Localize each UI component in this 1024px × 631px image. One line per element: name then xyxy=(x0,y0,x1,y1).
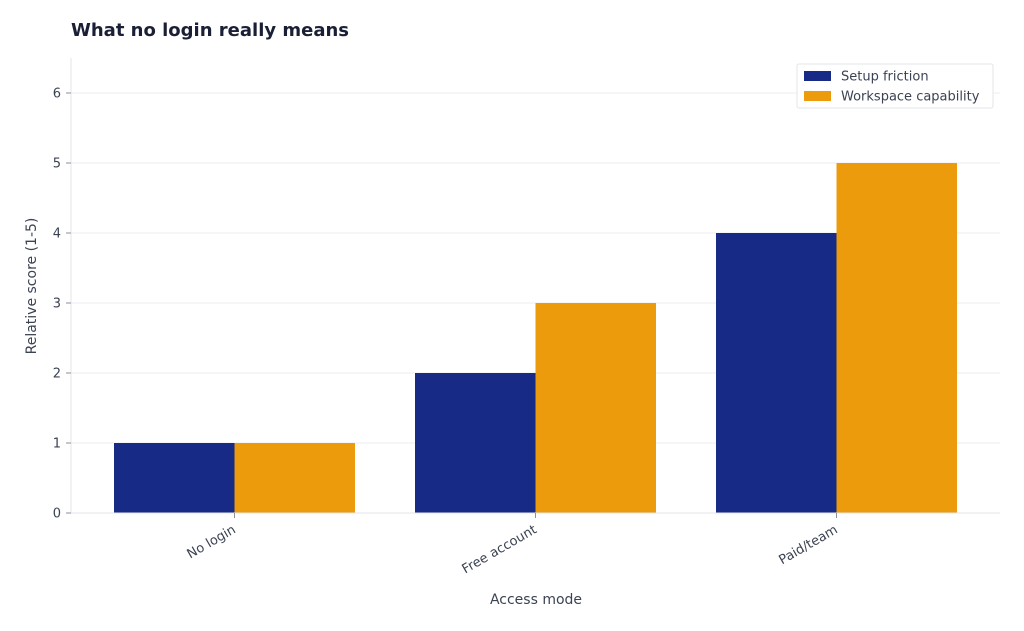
x-tick-label: No login xyxy=(185,522,239,562)
legend: Setup friction Workspace capability xyxy=(796,63,994,109)
bar-workspace-capability-no-login xyxy=(234,443,355,513)
bar-setup-friction-paid-team xyxy=(716,233,837,513)
legend-box xyxy=(796,63,994,109)
y-tick-label: 3 xyxy=(53,297,61,312)
x-ticks: No login Free account Paid/team xyxy=(185,513,841,577)
legend-swatch xyxy=(804,91,831,101)
y-tick-label: 2 xyxy=(53,367,61,382)
chart-title: What no login really means xyxy=(71,20,350,41)
y-tick-label: 1 xyxy=(53,437,61,452)
x-tick-label: Free account xyxy=(460,522,540,577)
bar-setup-friction-free-account xyxy=(415,373,536,513)
x-axis-title: Access mode xyxy=(490,592,582,608)
y-ticks: 0 1 2 3 4 5 6 xyxy=(53,87,71,522)
y-axis-title: Relative score (1-5) xyxy=(24,218,40,355)
legend-label: Setup friction xyxy=(841,70,929,85)
y-tick-label: 6 xyxy=(53,87,61,102)
x-tick-label: Paid/team xyxy=(777,522,841,568)
bar-workspace-capability-paid-team xyxy=(836,163,957,513)
bar-workspace-capability-free-account xyxy=(535,303,656,513)
bars xyxy=(114,163,957,513)
y-tick-label: 5 xyxy=(53,157,61,172)
bar-setup-friction-no-login xyxy=(114,443,235,513)
y-tick-label: 4 xyxy=(53,227,61,242)
legend-swatch xyxy=(804,71,831,81)
legend-label: Workspace capability xyxy=(841,90,980,105)
y-tick-label: 0 xyxy=(53,507,61,522)
